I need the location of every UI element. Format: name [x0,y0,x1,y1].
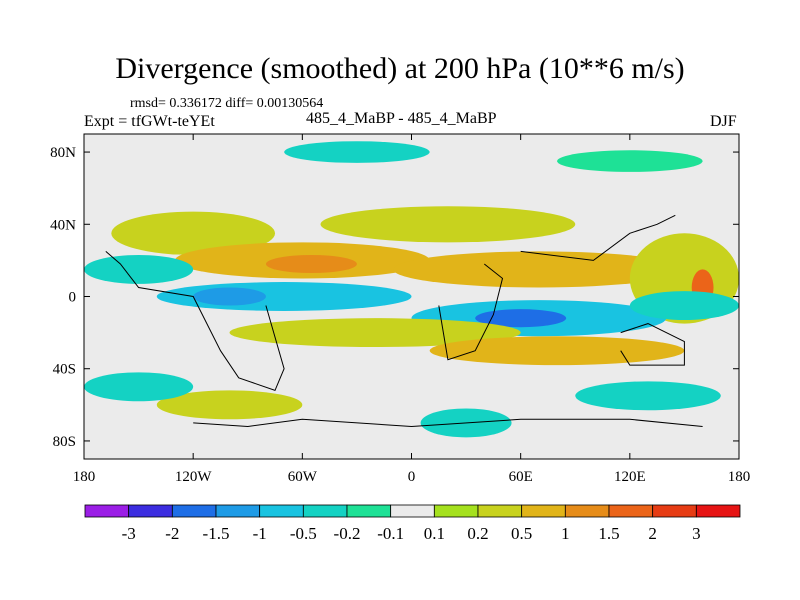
colorbar-label-9: 0.5 [511,524,532,543]
x-tick-label-4: 60E [509,469,533,485]
coastline-3 [620,323,685,366]
contour-region-8 [193,287,266,306]
contour-region-13 [229,318,521,348]
colorbar-swatch-0 [84,504,130,518]
x-axis: 180 120W 60W 0 60E 120E 180 [73,134,751,485]
y-tick-label-2: 0 [69,290,77,306]
colorbar-label-6: -0.1 [377,524,404,543]
contour-region-16 [557,150,703,172]
colorbar-label-1: -2 [165,524,179,543]
case-label: 485_4_MaBP - 485_4_MaBP [306,110,497,127]
colorbar-label-3: -1 [253,524,267,543]
contour-region-2 [265,254,357,274]
coastline-2 [520,214,676,261]
colorbar-swatch-8 [433,504,479,518]
contour-region-4 [320,206,576,243]
colorbar-swatch-5 [302,504,348,518]
colorbar-swatch-3 [215,504,261,518]
colorbar: -3 -2 -1.5 -1 -0.5 -0.2 -0.1 0.1 0.2 0.5 1 1.5 2 3 [84,504,741,543]
colorbar-swatch-10 [521,504,566,518]
x-tick-label-5: 120E [614,469,646,485]
contour-region-12 [84,254,194,284]
colorbar-swatch-7 [390,504,435,518]
colorbar-label-2: -1.5 [203,524,230,543]
contour-region-15 [284,141,430,163]
colorbar-label-8: 0.2 [467,524,488,543]
colorbar-swatch-4 [259,504,304,518]
colorbar-swatch-11 [564,504,610,518]
experiment-label: Expt = tfGWt-teYEt [84,113,215,130]
x-tick-label-6: 180 [728,469,751,485]
contour-region-0 [111,211,276,255]
x-tick-label-2: 60W [288,469,318,485]
season-label: DJF [710,113,737,130]
coastlines [105,214,703,428]
chart-title: Divergence (smoothed) at 200 hPa (10**6 … [115,52,685,85]
colorbar-swatch-13 [652,504,697,518]
colorbar-label-11: 1.5 [598,524,619,543]
y-tick-label-4: 80S [53,434,76,450]
colorbar-label-7: 0.1 [424,524,445,543]
colorbar-label-5: -0.2 [334,524,361,543]
coastline-4 [193,418,703,428]
colorbar-label-0: -3 [122,524,136,543]
colorbar-swatch-14 [695,504,741,518]
x-tick-label-1: 120W [175,469,213,485]
stats-text: rmsd= 0.336172 diff= 0.00130564 [130,96,324,111]
contour-region-10 [475,309,567,328]
contour-region-14 [429,336,685,366]
y-axis: 80N 40N 0 40S 80S [50,145,739,450]
contour-regions [84,141,740,438]
x-tick-label-3: 0 [408,469,416,485]
colorbar-swatch-9 [477,504,523,518]
colorbar-label-13: 3 [692,524,701,543]
x-tick-label-0: 180 [73,469,96,485]
colorbar-swatch-6 [346,504,392,518]
colorbar-label-10: 1 [561,524,570,543]
contour-region-17 [156,390,303,420]
colorbar-swatch-12 [608,504,654,518]
y-tick-label-3: 40S [53,362,76,378]
coastline-0 [105,251,285,392]
contour-region-19 [575,381,721,411]
contour-region-3 [393,251,685,288]
coastline-1 [438,263,504,361]
contour-region-20 [84,372,194,402]
colorbar-swatch-1 [128,504,173,518]
colorbar-swatch-2 [171,504,217,518]
colorbar-label-12: 2 [648,524,657,543]
y-tick-label-0: 80N [50,145,76,161]
contour-region-11 [629,291,740,320]
colorbar-label-4: -0.5 [290,524,317,543]
y-tick-label-1: 40N [50,217,76,233]
